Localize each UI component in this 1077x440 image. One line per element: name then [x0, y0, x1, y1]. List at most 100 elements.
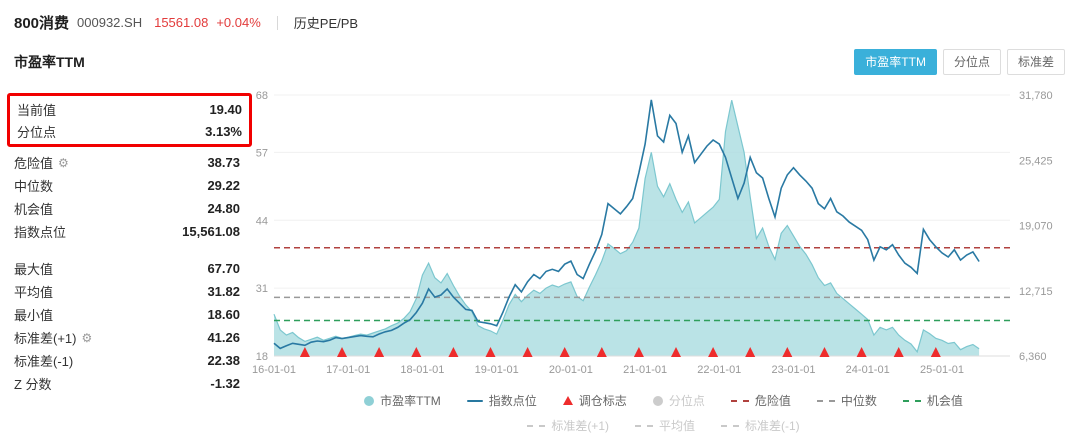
mean-dash-icon: [635, 424, 653, 427]
gear-icon[interactable]: ⚙: [58, 155, 69, 170]
stat-label: 危险值 ⚙: [14, 155, 69, 172]
index-change: +0.04%: [216, 15, 261, 30]
stat-value: 31.82: [207, 284, 240, 299]
stat-row-danger: 危险值 ⚙ 38.73: [14, 151, 240, 174]
pe-chart[interactable]: 18 31 44 57 68 6,360 12,715 19,070 25,425 31,780 1…: [240, 87, 1077, 387]
svg-text:68: 68: [256, 90, 268, 102]
stat-label: 指数点位: [14, 225, 67, 240]
section-row: 市盈率TTM 市盈率TTM 分位点 标准差: [0, 49, 1077, 75]
stat-label: 最大值: [14, 262, 54, 277]
legend-item-danger[interactable]: 危险值: [730, 392, 791, 409]
legend-label: 危险值: [754, 394, 791, 408]
stat-label: Z 分数: [14, 377, 52, 392]
stat-label: 标准差(-1): [14, 354, 74, 369]
legend-item-median[interactable]: 中位数: [816, 392, 877, 409]
svg-text:23-01-01: 23-01-01: [771, 364, 815, 376]
stat-label: 平均值: [14, 285, 54, 300]
svg-text:20-01-01: 20-01-01: [549, 364, 593, 376]
std-plus1-dash-icon: [527, 424, 546, 427]
gear-icon[interactable]: ⚙: [81, 330, 93, 345]
svg-text:18-01-01: 18-01-01: [400, 364, 444, 376]
chart-area: 18 31 44 57 68 6,360 12,715 19,070 25,425 31,780 1…: [240, 87, 1077, 434]
index-code: 000932.SH: [77, 15, 143, 30]
svg-text:18: 18: [256, 351, 268, 363]
header-divider: [276, 15, 278, 30]
svg-text:57: 57: [256, 147, 268, 159]
svg-text:21-01-01: 21-01-01: [623, 364, 667, 376]
svg-text:25,425: 25,425: [1019, 155, 1053, 167]
stat-value: 22.38: [207, 353, 240, 368]
stat-label: 中位数: [14, 179, 54, 194]
stat-value: 18.60: [207, 307, 240, 322]
svg-text:6,360: 6,360: [1019, 351, 1047, 363]
rebalance-triangle-icon: [562, 396, 573, 405]
legend-label: 标准差(-1): [745, 419, 800, 433]
svg-text:24-01-01: 24-01-01: [846, 364, 890, 376]
history-pepb-link[interactable]: 历史PE/PB: [293, 16, 359, 31]
pe-dot-icon: [364, 395, 375, 406]
index-name: 800消费: [14, 15, 70, 32]
stat-row-max: 最大值 67.70: [14, 257, 240, 280]
stat-row-zscore: Z 分数 -1.32: [14, 372, 240, 395]
stat-row-index-level: 指数点位 15,561.08: [14, 220, 240, 243]
svg-text:12,715: 12,715: [1019, 286, 1053, 298]
legend-label: 指数点位: [488, 394, 537, 408]
stat-label: 最小值: [14, 308, 54, 323]
stat-row-percentile: 分位点 3.13%: [17, 120, 242, 142]
stat-row-current: 当前值 19.40: [17, 98, 242, 120]
stat-row-std-plus1: 标准差(+1) ⚙ 41.26: [14, 326, 240, 349]
stat-label: 机会值: [14, 202, 54, 217]
content: 当前值 19.40 分位点 3.13% 危险值 ⚙ 38.73 中位数 29.2…: [0, 87, 1077, 434]
stat-value: -1.32: [210, 376, 240, 391]
svg-text:25-01-01: 25-01-01: [920, 364, 964, 376]
index-price: 15561.08: [154, 15, 209, 30]
svg-text:31: 31: [256, 283, 268, 295]
tab-std[interactable]: 标准差: [1006, 49, 1065, 75]
current-value-highlight-box: 当前值 19.40 分位点 3.13%: [7, 93, 252, 147]
legend-label: 平均值: [659, 419, 696, 433]
legend-item-mean[interactable]: 平均值: [635, 417, 695, 434]
tab-percentile[interactable]: 分位点: [942, 49, 1001, 75]
stat-row-std-minus1: 标准差(-1) 22.38: [14, 349, 240, 372]
legend-item-percentile[interactable]: 分位点: [652, 392, 705, 409]
std-minus1-dash-icon: [721, 424, 740, 427]
opportunity-dash-icon: [902, 399, 921, 402]
svg-text:17-01-01: 17-01-01: [326, 364, 370, 376]
stat-value: 19.40: [209, 101, 242, 117]
legend-item-std-plus1[interactable]: 标准差(+1): [527, 417, 609, 434]
stats-group-gap: [14, 243, 240, 257]
tab-pe-ttm[interactable]: 市盈率TTM: [854, 49, 937, 75]
svg-text:19,070: 19,070: [1019, 221, 1053, 233]
index-line-icon: [466, 399, 483, 402]
stat-value: 15,561.08: [182, 224, 240, 239]
legend-label: 市盈率TTM: [380, 394, 441, 408]
svg-text:44: 44: [256, 215, 268, 227]
stat-value: 67.70: [207, 261, 240, 276]
stat-value: 38.73: [207, 155, 240, 170]
legend-label: 分位点: [668, 394, 705, 408]
legend-item-std-minus1[interactable]: 标准差(-1): [721, 417, 800, 434]
legend-label: 中位数: [840, 394, 877, 408]
legend-label: 标准差(+1): [551, 419, 609, 433]
header-bar: 800消费 000932.SH 15561.08 +0.04% 历史PE/PB: [0, 0, 1077, 33]
legend-row-1: 市盈率TTM 指数点位 调仓标志 分位点 危险值: [240, 392, 1077, 409]
stat-value: 41.26: [207, 330, 240, 345]
legend-label: 调仓标志: [578, 394, 627, 408]
legend-item-opportunity[interactable]: 机会值: [902, 392, 963, 409]
median-dash-icon: [816, 399, 835, 402]
svg-text:22-01-01: 22-01-01: [697, 364, 741, 376]
danger-dash-icon: [730, 399, 749, 402]
svg-text:19-01-01: 19-01-01: [475, 364, 519, 376]
stat-label: 标准差(+1) ⚙: [14, 330, 93, 347]
stat-label: 当前值: [17, 102, 57, 118]
legend-item-rebalance[interactable]: 调仓标志: [562, 392, 627, 409]
stat-value: 24.80: [207, 201, 240, 216]
legend-row-2: 标准差(+1) 平均值 标准差(-1): [240, 417, 1077, 434]
stat-row-min: 最小值 18.60: [14, 303, 240, 326]
section-title: 市盈率TTM: [14, 54, 85, 70]
stat-value: 3.13%: [205, 123, 242, 139]
legend-item-index-level[interactable]: 指数点位: [466, 392, 537, 409]
legend-label: 机会值: [926, 394, 963, 408]
legend-item-pe-ttm[interactable]: 市盈率TTM: [364, 392, 441, 409]
